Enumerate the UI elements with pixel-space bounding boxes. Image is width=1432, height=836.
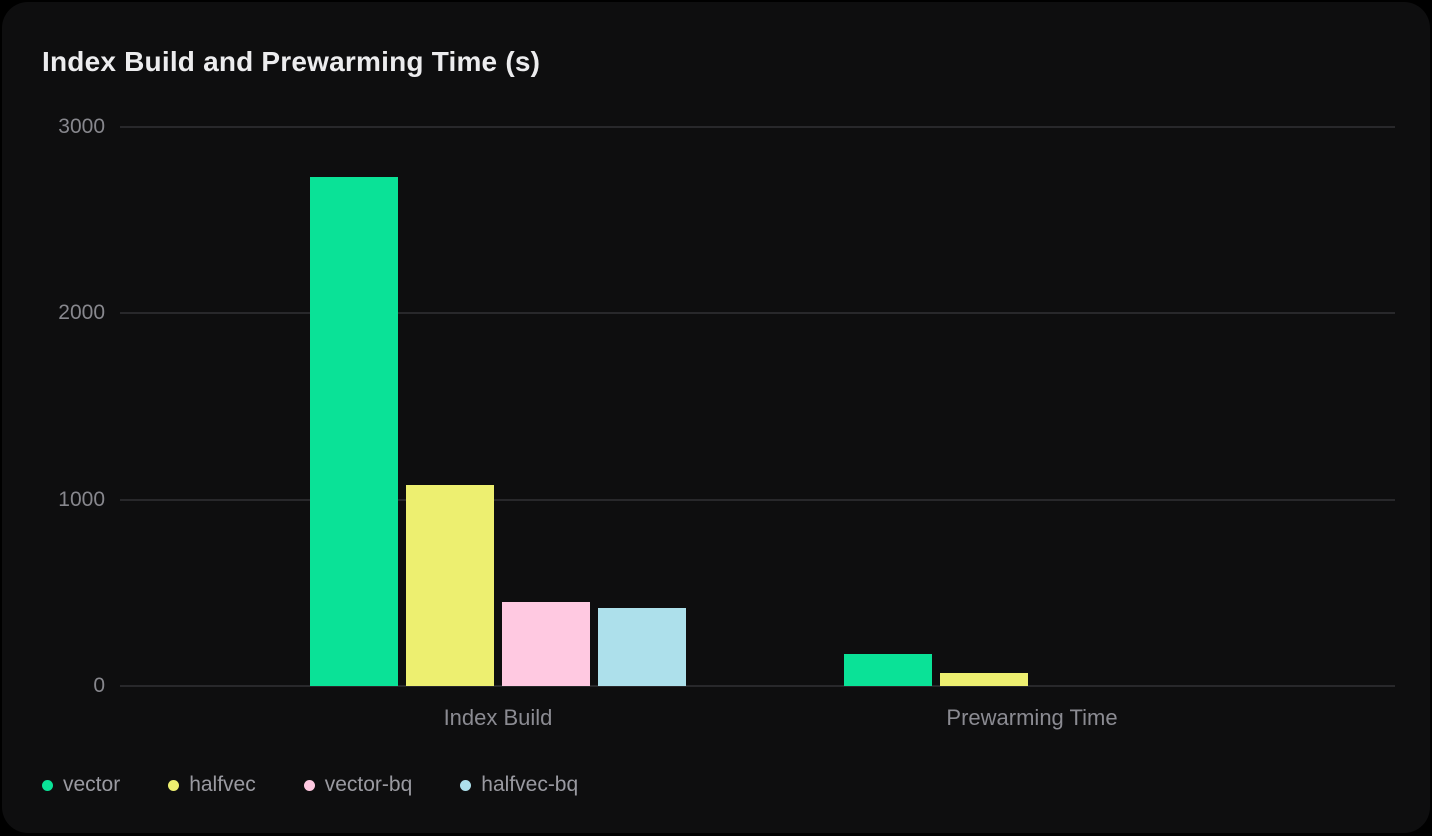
- plot-area: [120, 126, 1395, 687]
- legend-dot-icon: [168, 779, 180, 791]
- y-axis-tick-label: 2000: [58, 301, 105, 325]
- y-axis-tick-label: 0: [93, 674, 105, 697]
- legend-label: vector: [63, 773, 121, 796]
- legend-label: halfvec: [189, 773, 256, 796]
- legend-item-vector[interactable]: vector: [42, 773, 120, 797]
- chart-title: Index Build and Prewarming Time (s): [42, 46, 541, 77]
- x-axis-label-1: Prewarming Time: [946, 705, 1118, 730]
- chart-legend: vector halfvec vector-bq halfvec-bq: [42, 773, 578, 797]
- legend-dot-icon: [42, 779, 53, 791]
- y-axis-tick-label: 1000: [58, 487, 105, 511]
- bar-group-0: [310, 127, 686, 686]
- legend-dot-icon: [460, 779, 472, 791]
- bar-halfvec-1[interactable]: [940, 672, 1028, 686]
- gridline-y-1000: [120, 498, 1395, 501]
- legend-item-halfvec-bq[interactable]: halfvec-bq: [460, 773, 578, 797]
- bar-group-1: [844, 127, 1220, 686]
- bar-halfvec-bq-0[interactable]: [598, 607, 686, 686]
- legend-item-vector-bq[interactable]: vector-bq: [303, 773, 413, 797]
- legend-label: vector-bq: [324, 773, 413, 796]
- legend-label: halfvec-bq: [481, 773, 579, 796]
- x-axis-label-0: Index Build: [443, 705, 553, 730]
- y-axis-tick-label: 3000: [58, 115, 105, 138]
- bar-vector-1[interactable]: [844, 654, 932, 686]
- legend-item-halfvec[interactable]: halfvec: [168, 773, 256, 797]
- legend-dot-icon: [303, 779, 315, 791]
- gridline-y-2000: [120, 312, 1395, 315]
- gridline-y-3000: [120, 126, 1395, 128]
- bar-vector-bq-0[interactable]: [502, 602, 590, 686]
- gridline-y-0: [120, 685, 1395, 687]
- bar-vector-0[interactable]: [310, 177, 398, 686]
- bar-halfvec-0[interactable]: [406, 484, 494, 686]
